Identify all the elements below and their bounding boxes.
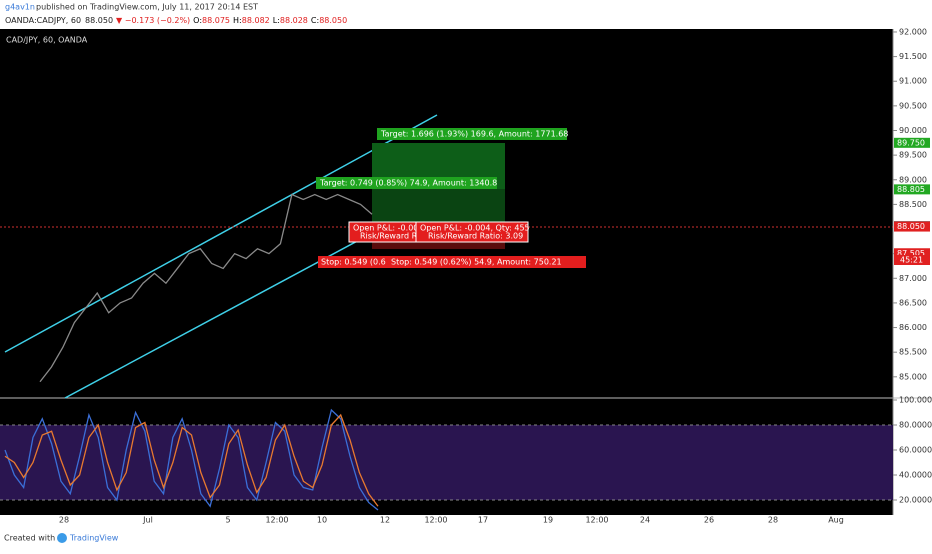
author[interactable]: g4av1n [5, 3, 35, 12]
target-zone-near [372, 189, 505, 227]
series-line [4, 413, 379, 507]
label-bg [377, 128, 567, 140]
x-tick-label: 12 [380, 516, 390, 525]
y-tick-label: 20.0000 [899, 496, 932, 505]
logo [57, 533, 67, 543]
x-tick-label: 12:00 [585, 516, 608, 525]
y-tick-label: 100.0000 [899, 396, 932, 405]
y-tick-label: 85.000 [899, 372, 927, 381]
price-marker [894, 221, 930, 232]
channel-upper [4, 114, 438, 353]
label-bg [388, 256, 586, 268]
x-tick-label: 5 [225, 516, 230, 525]
price-marker-label: 88.050 [897, 222, 925, 231]
y-tick-label: 92.000 [899, 27, 927, 36]
y-tick-label: 91.000 [899, 77, 927, 86]
symbol: OANDA:CADJPY, 60 [5, 16, 81, 25]
label-bg [415, 221, 529, 243]
y-tick-label: 88.500 [899, 200, 927, 209]
y-tick-label: 85.500 [899, 348, 927, 357]
y-tick-label: 40.0000 [899, 471, 932, 480]
footer-brand[interactable]: TradingView [69, 534, 119, 543]
x-tick-label: Aug [828, 516, 844, 525]
change: ▼ −0.173 (−0.2%) [116, 16, 190, 25]
rr-label: Risk/Reward Ratio: 3.09 [428, 232, 523, 241]
x-tick-label: 26 [704, 516, 714, 525]
price-marker-label: 88.805 [897, 185, 925, 194]
y-tick-label: 60.0000 [899, 446, 932, 455]
x-tick-label: 28 [768, 516, 778, 525]
y-tick-label: 80.0000 [899, 421, 932, 430]
y-tick-label: 90.500 [899, 101, 927, 110]
y-tick-label: 86.500 [899, 298, 927, 307]
y-tick-label: 90.000 [899, 126, 927, 135]
pl-label: Open P&L: -0.004, Qty: 455 [420, 224, 530, 233]
price-marker [894, 248, 930, 259]
chart-title: CAD/JPY, 60, OANDA [6, 36, 88, 45]
x-tick-label: 10 [317, 516, 327, 525]
y-tick-label: 87.000 [899, 274, 927, 283]
ohlc-value: 88.082 [242, 16, 270, 25]
price-marker-label: 89.750 [897, 138, 925, 147]
stop-label: Stop: 0.549 (0.6 [321, 258, 386, 267]
y-tick-label: 86.000 [899, 323, 927, 332]
x-tick-label: 19 [543, 516, 553, 525]
label-bg [316, 177, 497, 189]
price-marker [894, 184, 930, 195]
ohlc-value: 88.028 [280, 16, 308, 25]
x-tick-label: 24 [640, 516, 650, 525]
ohlc-value: 88.075 [202, 16, 230, 25]
footer-text: Created with [4, 534, 55, 543]
ohlc-label: C: [311, 16, 319, 25]
y-tick-label: 91.500 [899, 52, 927, 61]
y-tick-label: 89.500 [899, 151, 927, 160]
x-tick-label: 12:00 [265, 516, 288, 525]
series-line [39, 193, 373, 383]
price-marker-label: 87.505 [897, 249, 925, 258]
ohlc-label: O: [193, 16, 202, 25]
y-tick-label: 89.000 [899, 175, 927, 184]
label-bg [318, 256, 388, 268]
countdown-bg [894, 255, 930, 265]
countdown: 45:21 [900, 256, 923, 265]
ohlc-label: H: [233, 16, 242, 25]
pl-label: Open P&L: -0.00 [353, 224, 418, 233]
rr-label: Risk/Reward Ra [360, 232, 422, 241]
stop-label: Stop: 0.549 (0.62%) 54.9, Amount: 750.21 [391, 258, 562, 267]
quote-line: OANDA:CADJPY, 60 88.050 ▼ −0.173 (−0.2%) O:… [5, 16, 347, 25]
x-tick-label: 12:00 [424, 516, 447, 525]
ohlc-value: 88.050 [319, 16, 347, 25]
series-line [4, 408, 379, 511]
ohlc-label: L: [273, 16, 280, 25]
x-tick-label: Jul [142, 516, 153, 525]
price-marker [894, 137, 930, 148]
x-tick-label: 17 [478, 516, 488, 525]
target-label: Target: 0.749 (0.85%) 74.9, Amount: 1340… [319, 179, 497, 188]
last: 88.050 [85, 16, 113, 25]
x-tick-label: 28 [59, 516, 69, 525]
published: published on TradingView.com, July 11, 2… [36, 3, 258, 12]
target-label: Target: 1.696 (1.93%) 169.6, Amount: 177… [380, 130, 568, 139]
